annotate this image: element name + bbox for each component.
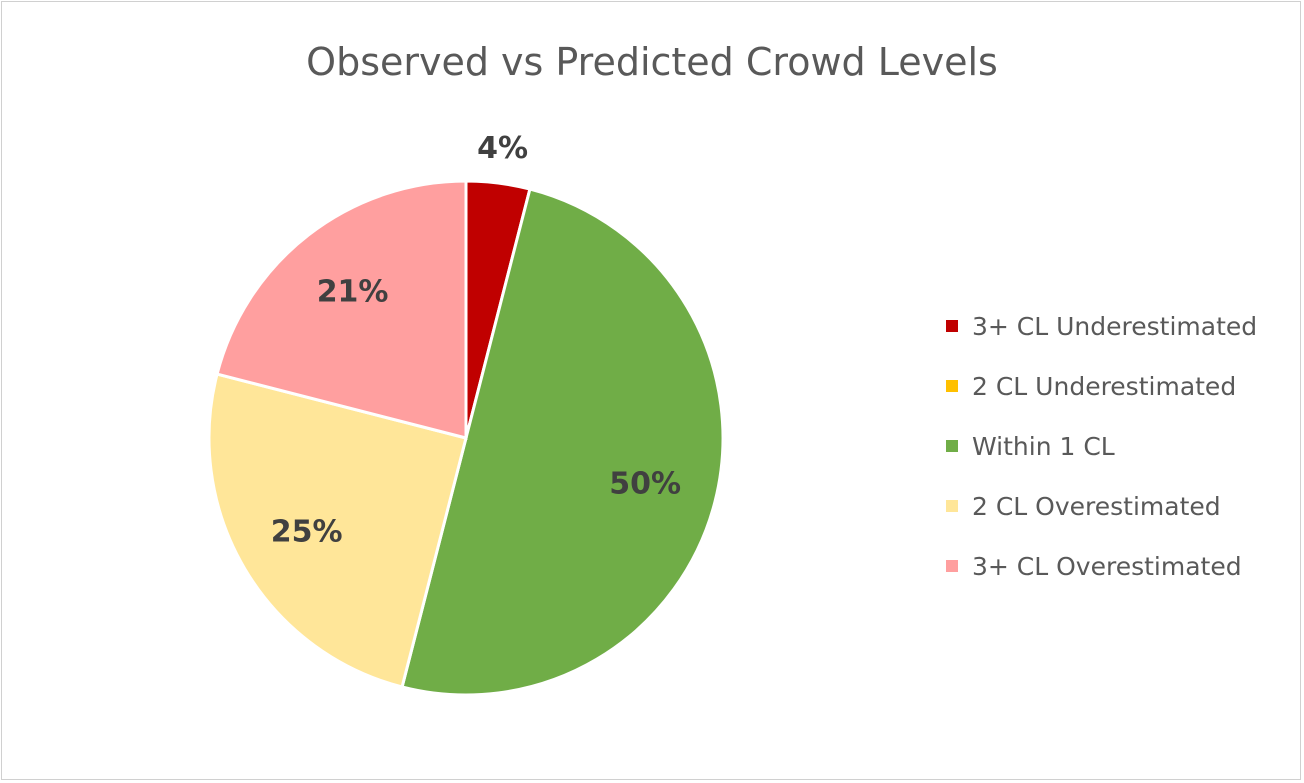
pie-slice-2-cl-overestimated <box>207 372 468 689</box>
legend: 3+ CL Underestimated 2 CL Underestimated W… <box>946 296 1286 596</box>
pie-slice-3-cl-overestimated <box>215 179 468 440</box>
legend-swatch <box>946 320 958 332</box>
slice-data-label: 21% <box>317 274 389 309</box>
pie-slices <box>207 179 725 697</box>
legend-swatch <box>946 380 958 392</box>
legend-swatch <box>946 440 958 452</box>
legend-swatch <box>946 500 958 512</box>
legend-label: 3+ CL Underestimated <box>972 311 1258 341</box>
chart-title: Observed vs Predicted Crowd Levels <box>306 40 998 84</box>
legend-label: 2 CL Underestimated <box>972 371 1237 401</box>
legend-item: 3+ CL Underestimated <box>946 296 1286 356</box>
legend-item: 2 CL Overestimated <box>946 476 1286 536</box>
slice-data-label: 50% <box>609 467 681 502</box>
pie-slice-within-1-cl <box>400 187 725 697</box>
slice-data-label: 25% <box>271 515 343 550</box>
legend-label: Within 1 CL <box>972 431 1115 461</box>
legend-label: 2 CL Overestimated <box>972 491 1221 521</box>
legend-item: 3+ CL Overestimated <box>946 536 1286 596</box>
pie-slice-labels: 4% 50% 25% 21% <box>271 131 681 550</box>
slice-data-label: 4% <box>477 131 528 166</box>
legend-item: 2 CL Underestimated <box>946 356 1286 416</box>
legend-swatch <box>946 560 958 572</box>
legend-label: 3+ CL Overestimated <box>972 551 1242 581</box>
legend-item: Within 1 CL <box>946 416 1286 476</box>
